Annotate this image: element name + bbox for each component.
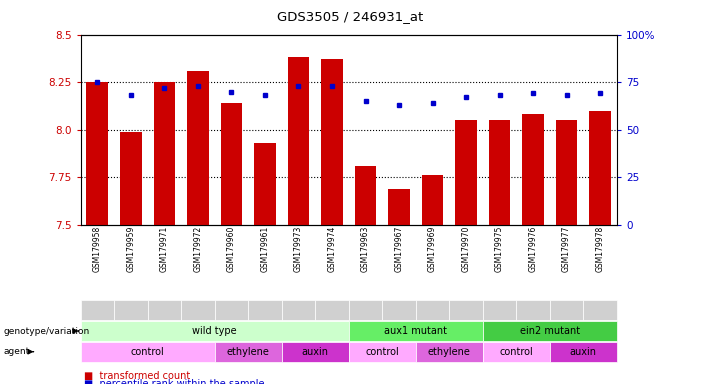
Text: ■  transformed count: ■ transformed count: [84, 371, 191, 381]
Bar: [421, 175, 444, 225]
Text: ethylene: ethylene: [428, 347, 471, 357]
Text: agent: agent: [4, 347, 29, 356]
Text: wild type: wild type: [192, 326, 237, 336]
Bar: [556, 120, 578, 225]
Bar: [287, 57, 309, 225]
Text: ein2 mutant: ein2 mutant: [519, 326, 580, 336]
Text: auxin: auxin: [301, 347, 329, 357]
Bar: [590, 111, 611, 225]
Bar: [355, 166, 376, 225]
Bar: [522, 114, 544, 225]
Text: control: control: [365, 347, 399, 357]
Text: GDS3505 / 246931_at: GDS3505 / 246931_at: [278, 10, 423, 23]
Text: genotype/variation: genotype/variation: [4, 326, 90, 336]
Bar: [187, 71, 209, 225]
Bar: [489, 120, 510, 225]
Text: aux1 mutant: aux1 mutant: [384, 326, 447, 336]
Text: ■  percentile rank within the sample: ■ percentile rank within the sample: [84, 379, 264, 384]
Bar: [120, 131, 142, 225]
Text: control: control: [499, 347, 533, 357]
Bar: [254, 143, 276, 225]
Text: auxin: auxin: [570, 347, 597, 357]
Bar: [388, 189, 410, 225]
Bar: [154, 82, 175, 225]
Bar: [455, 120, 477, 225]
Bar: [321, 59, 343, 225]
Bar: [86, 82, 108, 225]
Text: ethylene: ethylene: [226, 347, 270, 357]
Text: control: control: [131, 347, 165, 357]
Bar: [221, 103, 243, 225]
